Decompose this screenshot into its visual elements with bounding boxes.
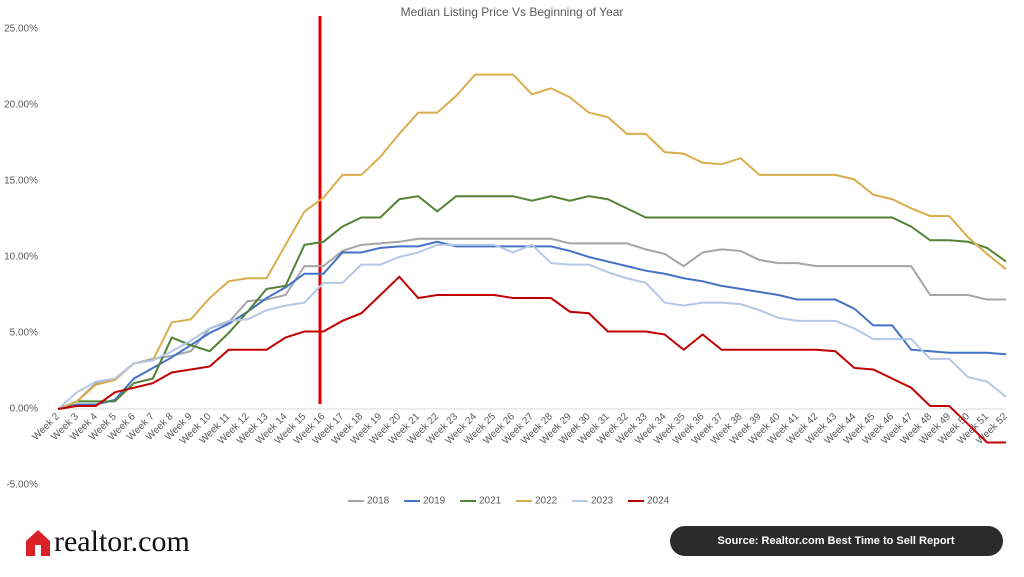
legend-label: 2019 <box>423 496 446 507</box>
y-tick-label: 20.00% <box>4 100 38 111</box>
series-line <box>57 275 1006 444</box>
y-tick-label: 15.00% <box>4 176 38 187</box>
legend-label: 2021 <box>479 496 502 507</box>
series-line <box>57 237 1006 410</box>
legend-label: 2023 <box>591 496 614 507</box>
source: Source: Realtor.com Best Time to Sell Re… <box>718 535 955 547</box>
series-line <box>57 195 1007 410</box>
y-tick-label: 0.00% <box>10 404 38 415</box>
series-line <box>57 243 1007 410</box>
y-tick-label: 10.00% <box>4 252 38 263</box>
y-tick-label: 25.00% <box>4 24 38 35</box>
logo: realtor.com <box>54 525 190 558</box>
series-line <box>57 73 1007 410</box>
chart-title: Median Listing Price Vs Beginning of Yea… <box>401 5 624 19</box>
legend-label: 2024 <box>647 496 670 507</box>
source-pill <box>670 526 1003 556</box>
legend-label: 2018 <box>367 496 390 507</box>
y-tick-label: 5.00% <box>10 328 38 339</box>
logo-icon <box>26 530 50 556</box>
y-tick-label: -5.00% <box>6 480 38 491</box>
series-line <box>57 240 1007 410</box>
legend-label: 2022 <box>535 496 558 507</box>
